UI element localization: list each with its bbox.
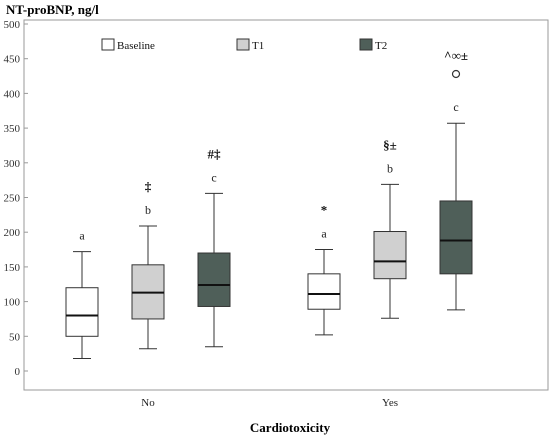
box-yes-baseline: a* (307, 203, 341, 336)
significance-letter: b (387, 161, 393, 175)
box-iqr (439, 200, 473, 275)
y-tick-label: 0 (15, 366, 21, 378)
box-yes-t2: c ^∞± (439, 48, 473, 311)
box-no-t1: b‡ (131, 179, 165, 350)
significance-symbol: ‡ (145, 179, 152, 194)
y-tick-label: 50 (9, 331, 21, 343)
box-yes-t1: b §± (373, 137, 407, 319)
significance-letter: a (79, 229, 85, 243)
significance-letter: b (145, 203, 151, 217)
significance-letter: c (211, 170, 216, 184)
significance-symbol: #‡ (208, 146, 222, 161)
significance-symbol: ^∞± (444, 48, 468, 63)
y-tick-label: 250 (4, 193, 21, 205)
box-no-baseline: a (65, 229, 99, 360)
significance-symbol: §± (383, 137, 397, 152)
box-iqr (65, 287, 99, 337)
legend-swatch (101, 38, 115, 51)
y-axis-title: NT-proBNP, ng/l (6, 2, 99, 17)
plot-frame (23, 19, 549, 391)
y-tick-label: 350 (4, 123, 21, 135)
outlier-point (451, 69, 461, 79)
box-iqr (307, 273, 341, 310)
y-tick-label: 150 (4, 262, 21, 274)
x-group-label: Yes (382, 397, 398, 409)
box-no-t2: c #‡ (197, 146, 231, 348)
y-tick-label: 500 (4, 19, 21, 31)
y-tick-label: 300 (4, 158, 21, 170)
x-axis-title: Cardiotoxicity (250, 420, 331, 435)
legend-label: Baseline (117, 40, 155, 52)
y-tick-label: 200 (4, 227, 21, 239)
legend-swatch (236, 38, 250, 51)
significance-letter: a (321, 227, 327, 241)
legend-swatch (359, 38, 373, 51)
y-tick-label: 400 (4, 88, 21, 100)
y-tick-label: 450 (4, 54, 21, 66)
legend-label: T1 (252, 40, 264, 52)
significance-letter: c (453, 100, 458, 114)
box-iqr (197, 252, 231, 307)
legend-label: T2 (375, 40, 387, 52)
significance-symbol: * (321, 203, 328, 218)
box-iqr (373, 231, 407, 280)
x-group-label: No (141, 397, 155, 409)
y-tick-label: 100 (4, 297, 21, 309)
